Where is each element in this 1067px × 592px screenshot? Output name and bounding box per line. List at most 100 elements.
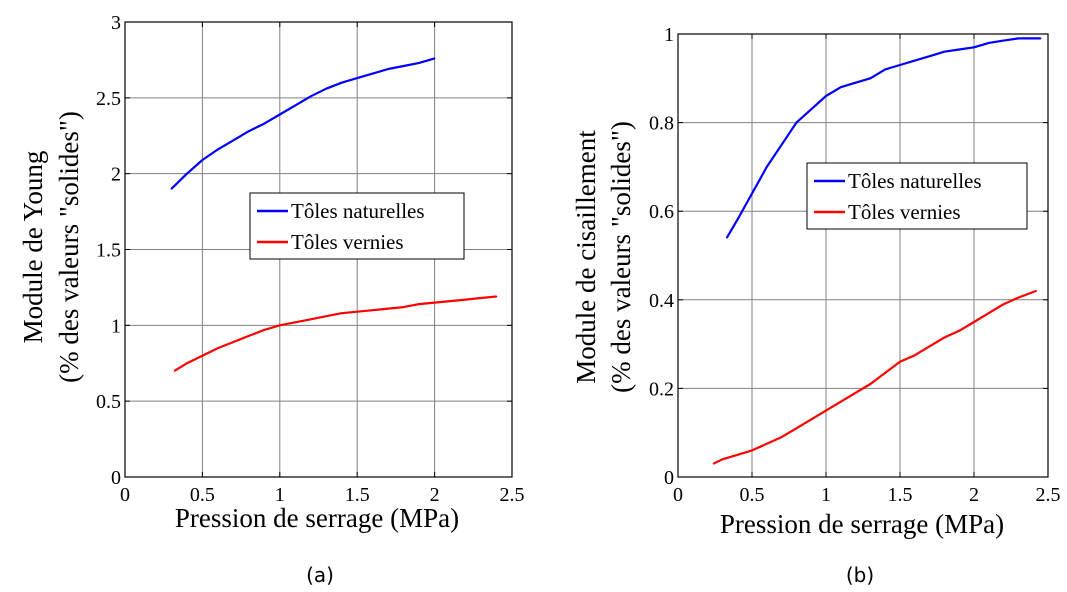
data-point <box>279 324 281 327</box>
data-point <box>899 64 901 66</box>
data-point <box>825 409 827 412</box>
plot-frame <box>677 33 1049 478</box>
x-tick-label: 1 <box>821 484 831 506</box>
x-tick-label: 2 <box>430 484 440 506</box>
data-point <box>736 219 738 221</box>
data-point <box>825 95 827 97</box>
y-tick-label: 0.4 <box>649 290 674 312</box>
x-axis-label: Pression de serrage (MPa) <box>720 509 1004 539</box>
legend-box <box>806 162 1028 230</box>
x-tick-label: 0 <box>673 484 683 506</box>
data-point <box>201 354 204 357</box>
data-point <box>795 121 798 124</box>
data-point <box>854 81 857 84</box>
y-axis-label: Module de cisaillement <box>571 130 601 384</box>
data-point <box>387 307 389 310</box>
x-tick-label: 1.5 <box>888 484 913 506</box>
data-point <box>356 310 359 313</box>
data-point <box>464 298 467 301</box>
chart-a: 0 0.5 1 1.5 2 2.5 0 0.5 1 1.5 2 2.5 3 Pression de ser… <box>18 12 525 587</box>
data-point <box>884 372 886 374</box>
data-point <box>418 62 420 64</box>
data-point <box>988 42 990 44</box>
data-point <box>884 68 886 71</box>
data-point <box>914 354 916 356</box>
data-point <box>795 427 798 430</box>
data-point <box>340 81 343 84</box>
series-line <box>173 295 497 372</box>
data-point <box>899 361 901 363</box>
data-point <box>780 436 783 438</box>
data-point <box>1017 296 1020 299</box>
data-point <box>766 442 768 445</box>
y-tick-label: 3 <box>111 12 121 34</box>
y-tick-label: 2 <box>111 164 121 186</box>
data-point <box>294 104 297 107</box>
data-point <box>1002 303 1005 306</box>
data-point <box>721 458 724 461</box>
data-point <box>418 303 420 305</box>
data-point <box>751 449 753 452</box>
data-point <box>780 143 783 146</box>
data-point <box>766 166 768 168</box>
y-tick-label: 1 <box>111 315 121 337</box>
data-point <box>840 86 842 88</box>
data-point <box>988 312 990 314</box>
data-point <box>263 329 266 331</box>
data-point <box>186 362 188 365</box>
data-point <box>928 55 931 57</box>
legend: Tôles naturelles Tôles vernies <box>249 192 465 260</box>
data-point <box>943 336 946 339</box>
y-tick-label: 2.5 <box>96 88 121 110</box>
data-point <box>402 65 405 67</box>
x-tick-label: 0 <box>120 484 130 506</box>
data-point <box>201 159 204 161</box>
x-tick-label: 2.5 <box>500 484 525 506</box>
data-point <box>279 113 281 116</box>
data-point <box>433 57 436 60</box>
y-tick-label: 1.5 <box>96 240 121 262</box>
chart-b: 0 0.5 1 1.5 2 2.5 0 0.2 0.4 0.6 0.8 1 Pression de se… <box>571 24 1061 587</box>
data-point <box>810 108 812 111</box>
data-point <box>958 330 960 332</box>
figure-caption: (b) <box>846 563 874 587</box>
data-point <box>1017 37 1020 40</box>
data-point <box>712 462 715 465</box>
data-point <box>371 72 374 75</box>
data-point <box>840 400 842 403</box>
data-point <box>402 306 405 308</box>
legend: Tôles naturelles Tôles vernies <box>806 162 1028 230</box>
y-tick-label: 1 <box>664 24 674 46</box>
data-point <box>232 139 235 142</box>
legend-box <box>249 192 465 260</box>
y-tick-label: 0.2 <box>649 378 674 400</box>
data-point <box>309 95 312 98</box>
data-point <box>751 192 753 195</box>
data-point <box>371 309 374 311</box>
x-tick-label: 0.5 <box>190 484 215 506</box>
data-point <box>928 345 931 348</box>
data-point <box>263 122 266 125</box>
series-line <box>170 57 435 190</box>
data-point <box>914 59 916 62</box>
data-point <box>726 236 728 239</box>
legend-label: Tôles naturelles <box>848 169 982 193</box>
data-point <box>217 347 219 349</box>
data-point <box>943 50 946 53</box>
data-point <box>869 383 872 385</box>
data-point <box>248 130 250 132</box>
series-line <box>713 289 1037 465</box>
legend-label: Tôles vernies <box>291 230 404 254</box>
data-point <box>387 68 389 70</box>
data-point <box>449 300 451 302</box>
x-tick-label: 1 <box>275 484 285 506</box>
legend-label: Tôles vernies <box>848 200 961 224</box>
data-point <box>1002 39 1005 42</box>
data-point <box>736 454 738 456</box>
data-point <box>1035 290 1037 292</box>
y-tick-label: 0 <box>664 467 674 489</box>
data-point <box>170 188 173 190</box>
data-point <box>1039 37 1042 40</box>
y-axis-label: Module de Young <box>18 151 48 344</box>
